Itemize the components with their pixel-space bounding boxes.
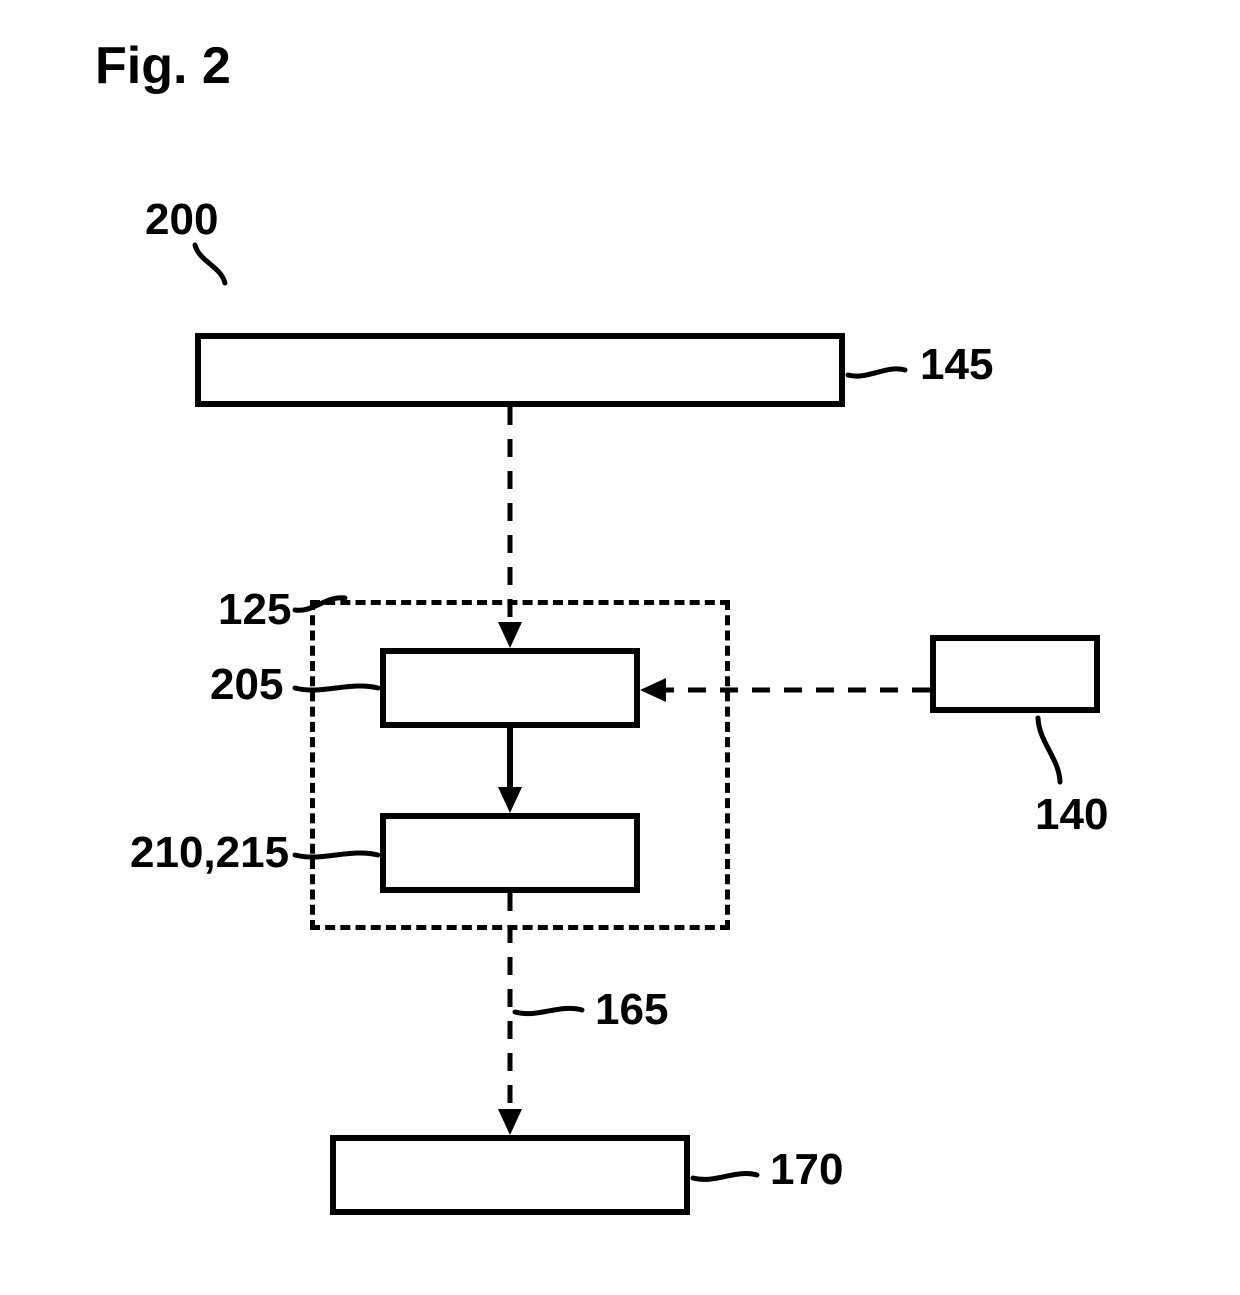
block-170 (330, 1135, 690, 1215)
label-170: 170 (770, 1145, 843, 1195)
block-210-215 (380, 813, 640, 893)
figure-title: Fig. 2 (95, 36, 231, 96)
label-165: 165 (595, 985, 668, 1035)
block-140 (930, 635, 1100, 713)
label-140: 140 (1035, 790, 1108, 840)
label-145: 145 (920, 340, 993, 390)
label-210-215: 210,215 (130, 828, 289, 878)
figure-stage: Fig. 2 200 145 125 205 210,215 140 165 1… (0, 0, 1240, 1295)
label-200: 200 (145, 195, 218, 245)
block-145 (195, 333, 845, 407)
label-125: 125 (218, 585, 291, 635)
block-205 (380, 648, 640, 728)
label-205: 205 (210, 660, 283, 710)
